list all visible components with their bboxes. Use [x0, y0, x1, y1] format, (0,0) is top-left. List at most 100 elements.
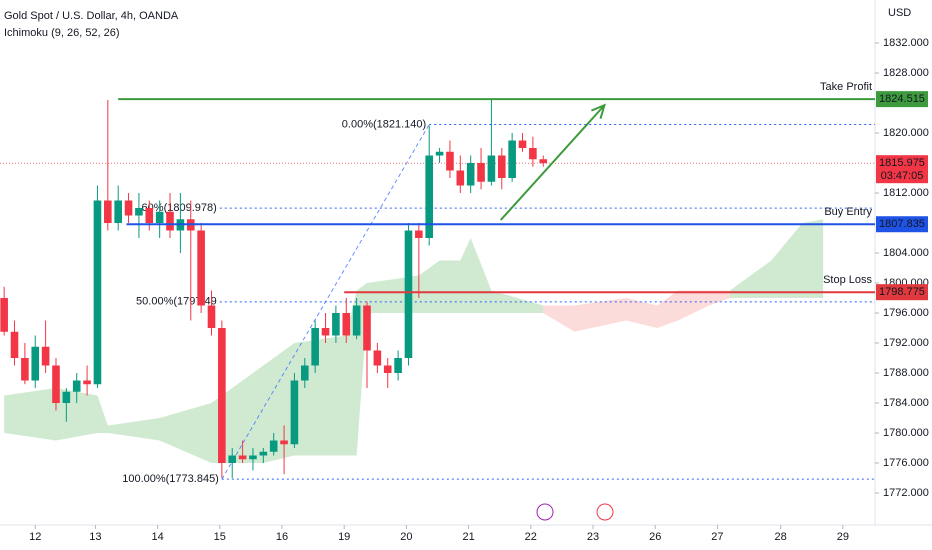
candle-body	[259, 451, 268, 456]
candle-body	[218, 328, 226, 463]
candle-body	[31, 346, 40, 381]
level-label: Take Profit	[820, 81, 872, 93]
arrow-head	[591, 103, 606, 119]
y-tick-label: 1812.000	[883, 187, 929, 199]
fib-label: 50.00%(1797.49	[136, 296, 217, 308]
candle-body	[373, 350, 382, 366]
candle-body	[487, 155, 496, 182]
candle-body	[456, 170, 465, 186]
candle-body	[135, 208, 143, 216]
candle-body	[321, 328, 330, 336]
candle-body	[363, 305, 371, 351]
candle-body	[466, 163, 475, 186]
plot: 1832.000 1828.000 1820.000 1812.000 1804.000…	[0, 37, 929, 543]
y-tick-label: 1788.000	[883, 367, 929, 379]
candle-body	[518, 140, 527, 148]
candle-body	[446, 151, 454, 171]
price-tag	[876, 216, 928, 233]
x-tick-label: 19	[338, 531, 350, 543]
fib-label: 100.00%(1773.845)	[122, 473, 219, 485]
candle-body	[352, 305, 361, 336]
x-tick-label: 12	[29, 531, 41, 543]
y-tick-label: 1828.000	[883, 67, 929, 79]
candle-body	[435, 151, 444, 156]
candle-body	[497, 155, 506, 178]
candle-body	[290, 380, 299, 445]
candle-body	[124, 200, 133, 216]
last-price-label: 1815.975	[879, 157, 925, 169]
fib-label: 60%(1809.978)	[142, 202, 217, 214]
candle-body	[539, 159, 548, 164]
candle-body	[0, 298, 8, 332]
candle-body	[425, 155, 434, 238]
candle-body	[477, 163, 485, 182]
candle-body	[83, 380, 91, 385]
candle-body	[72, 380, 81, 392]
candle-body	[238, 455, 247, 460]
level-label: Stop Loss	[823, 274, 872, 286]
y-tick-label: 1784.000	[883, 397, 929, 409]
price-tag	[876, 284, 928, 301]
candle-body	[529, 148, 537, 160]
indicator-label: Ichimoku (9, 26, 52, 26)	[4, 27, 120, 39]
y-tick-label: 1792.000	[883, 337, 929, 349]
x-tick-label: 16	[276, 531, 288, 543]
price-tag	[876, 91, 928, 108]
candle-body	[104, 200, 112, 223]
candle-body	[508, 140, 516, 178]
candle-body	[249, 455, 257, 460]
x-tick-label: 13	[89, 531, 101, 543]
candle-body	[207, 305, 216, 328]
x-tick-label: 22	[525, 531, 537, 543]
chart-title: Gold Spot / U.S. Dollar, 4h, OANDA	[4, 10, 179, 22]
candle-body	[269, 440, 278, 452]
y-tick-label: 1780.000	[883, 427, 929, 439]
candle-body	[300, 365, 309, 381]
candle-body	[52, 365, 60, 403]
y-tick-label: 1776.000	[883, 457, 929, 469]
candle-body	[197, 230, 205, 306]
candle-body	[311, 328, 319, 366]
target-arrow	[499, 104, 606, 221]
candle-body	[342, 313, 351, 336]
y-tick-label: 1796.000	[883, 307, 929, 319]
candle-body	[383, 365, 392, 373]
candle-body	[404, 230, 413, 358]
ichimoku-cloud	[543, 290, 730, 332]
candle-body	[166, 211, 174, 231]
event-icon[interactable]	[596, 503, 614, 521]
candle-body	[41, 346, 50, 366]
ichimoku-cloud	[729, 219, 824, 298]
x-tick-label: 20	[400, 531, 412, 543]
x-tick-label: 15	[214, 531, 226, 543]
level-label: Buy Entry	[824, 206, 872, 218]
candle-body	[145, 208, 154, 223]
candle-body	[228, 455, 237, 463]
fib-trend	[221, 124, 430, 480]
x-tick-label: 23	[587, 531, 599, 543]
y-tick-label: 1820.000	[883, 127, 929, 139]
x-tick-label: 26	[649, 531, 661, 543]
y-tick-label: 1772.000	[883, 487, 929, 499]
event-icon[interactable]	[536, 503, 554, 521]
x-tick-label: 27	[711, 531, 723, 543]
x-tick-label: 21	[462, 531, 474, 543]
candle-body	[21, 358, 29, 381]
countdown: 03:47:05	[881, 170, 924, 182]
candle-body	[280, 440, 288, 445]
candle-body	[93, 200, 102, 385]
y-tick-label: 1804.000	[883, 247, 929, 259]
x-tick-label: 14	[151, 531, 163, 543]
candle-body	[155, 211, 164, 223]
candle-body	[332, 313, 340, 336]
candle-body	[415, 230, 423, 238]
candle-body	[114, 200, 122, 223]
candle-body	[10, 331, 19, 358]
x-tick-label: 29	[837, 531, 849, 543]
price-tag-label: 1798.775	[879, 286, 925, 298]
fib-label: 0.00%(1821.140)	[342, 118, 426, 130]
last-price-tag	[876, 155, 928, 184]
candle-body	[62, 391, 71, 403]
candle-body	[394, 358, 402, 373]
